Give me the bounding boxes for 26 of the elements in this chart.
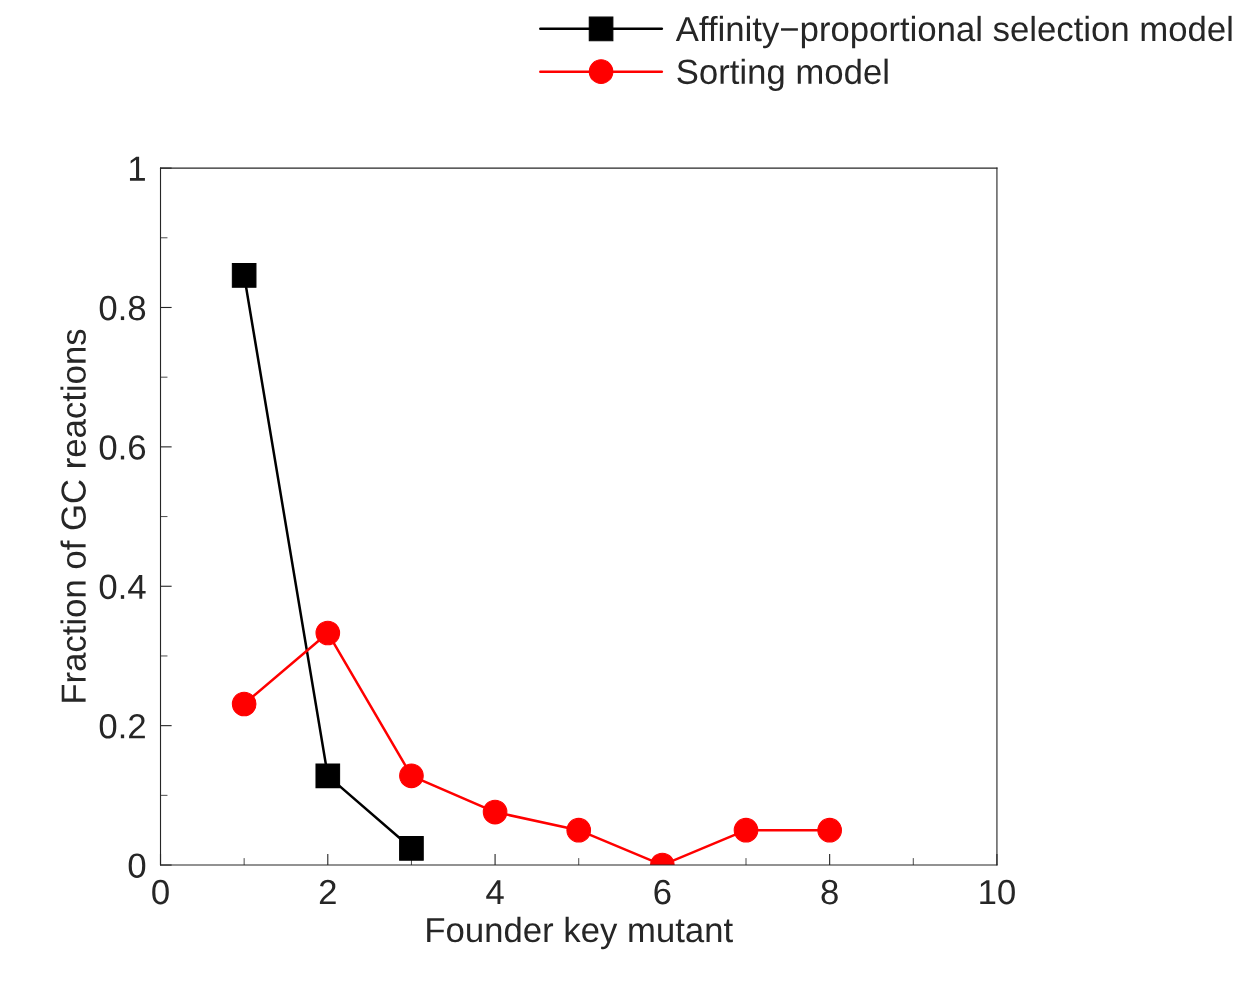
point <box>399 835 424 861</box>
x-tick-label: 8 <box>821 879 838 905</box>
y-tick-label: 0.2 <box>99 713 145 739</box>
y-tick-label: 0 <box>128 853 146 878</box>
x-axis-title: Founder key mutant <box>427 916 733 950</box>
x-tick-label: 0 <box>152 879 169 905</box>
x-tick-label: 4 <box>486 880 504 905</box>
legend-label: Sorting model <box>677 58 888 92</box>
y-tick-label: 0.4 <box>99 574 146 600</box>
point <box>315 763 341 789</box>
point <box>482 799 508 825</box>
y-tick-label: 0.6 <box>99 435 146 460</box>
legend-label: Affinity−proportional selection model <box>675 15 1232 49</box>
x-tick-label: 2 <box>319 879 336 905</box>
x-tick-label: 6 <box>654 879 671 905</box>
y-axis-title: Fraction of GC reactions <box>60 329 86 702</box>
x-tick-label: 10 <box>980 879 1015 905</box>
point <box>315 620 341 646</box>
y-tick-label: 0.8 <box>99 295 146 321</box>
point <box>733 817 759 843</box>
y-tick-label: 1 <box>129 156 145 181</box>
point <box>399 763 424 789</box>
point <box>231 691 257 717</box>
point <box>566 817 592 843</box>
point <box>231 263 257 288</box>
point <box>817 817 842 843</box>
